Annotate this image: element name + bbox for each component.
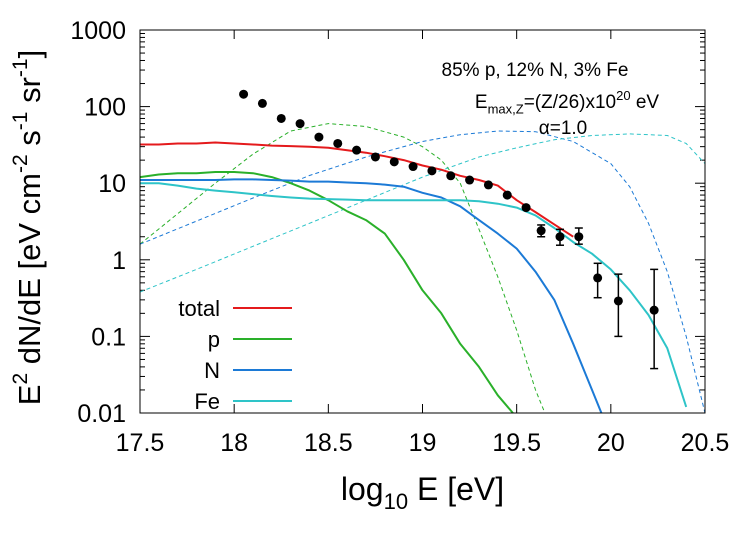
x-axis-label: log10 E [eV] [341,471,504,514]
x-tick-label: 18.5 [304,429,353,457]
data-point [239,89,249,99]
data-point [574,232,584,242]
data-point [483,180,493,190]
data-point [536,226,546,236]
data-point [352,145,362,155]
data-point [389,157,399,167]
series-line-N-source [139,130,706,414]
data-point [427,166,437,176]
y-tick-labels: 0.01 0.1 1 10 100 1000 [70,17,126,428]
data-point [521,203,531,213]
annotation-alpha: α=1.0 [539,118,588,139]
x-tick-labels: 17.5 18 18.5 19 19.5 20 20.5 [116,429,730,457]
y-tick-label: 1000 [70,17,126,45]
annotation-composition: 85% p, 12% N, 3% Fe [442,60,629,81]
data-point [408,162,418,172]
legend-label-N: N [204,358,220,383]
y-tick-label: 0.1 [91,323,126,351]
data-point [613,296,623,306]
x-tick-label: 19.5 [492,429,541,457]
annotations: 85% p, 12% N, 3% Fe Emax,Z=(Z/26)x1020 eV… [442,60,660,139]
legend-label-total: total [178,296,220,321]
data-point [555,232,565,242]
data-point [649,305,659,315]
series-line-N [140,178,603,414]
model-curves [139,123,706,414]
legend-label-p: p [208,327,220,352]
data-points [239,89,659,370]
plot-frame [139,29,706,414]
data-point [295,119,305,129]
data-point [593,273,603,283]
x-tick-label: 17.5 [116,429,165,457]
series-line-p-source [139,123,546,414]
y-tick-label: 100 [84,94,126,122]
y-axis-label: E2 dN/dE [eV cm-2 s-1 sr-1] [9,50,47,405]
data-point [257,98,267,108]
annotation-emax: Emax,Z=(Z/26)x1020 eV [475,88,660,116]
data-point [465,175,475,185]
x-tick-label: 18 [220,429,248,457]
series-line-p [139,171,514,414]
data-point [314,132,324,142]
data-point [276,113,286,123]
data-point [333,138,343,148]
y-tick-label: 1 [112,247,126,275]
data-point [502,190,512,200]
x-tick-label: 20.5 [681,429,730,457]
y-tick-label: 10 [98,170,126,198]
series-line-Fe [140,182,688,408]
data-point [446,171,456,181]
series-line-Fe-source [139,133,706,293]
x-tick-label: 20 [597,429,625,457]
legend-label-Fe: Fe [194,389,220,414]
y-tick-label: 0.01 [77,400,126,428]
x-tick-label: 19 [409,429,437,457]
data-point [370,152,380,162]
legend: total pN Fe [178,296,292,414]
